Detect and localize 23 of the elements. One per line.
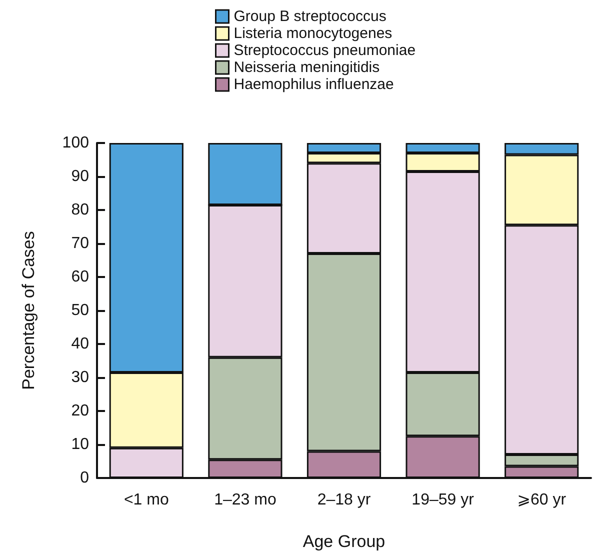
legend-label: Haemophilus influenzae [234, 76, 394, 93]
x-tick-label: 2–18 yr [317, 492, 372, 508]
legend-label: Streptococcus pneumoniae [234, 42, 416, 59]
x-tick-label: <1 mo [124, 492, 169, 508]
y-tick-label: 10 [71, 436, 90, 453]
y-tick-label: 60 [71, 268, 90, 286]
y-tick-label: 0 [80, 470, 90, 486]
y-tick-label: 90 [71, 168, 90, 185]
legend-label: Listeria monocytogenes [234, 25, 392, 42]
y-axis-title: Percentage of Cases [19, 231, 38, 390]
y-tick-label: 80 [71, 202, 90, 218]
legend-label: Group B streptococcus [234, 8, 386, 25]
x-tick-label: 1–23 mo [214, 492, 276, 508]
y-tick-label: 20 [71, 402, 90, 420]
x-tick-label: 19–59 yr [412, 492, 475, 508]
legend-label: Neisseria meningitidis [234, 59, 380, 76]
x-axis-title: Age Group [302, 532, 386, 551]
y-tick-label: 50 [71, 302, 90, 319]
y-tick-label: 40 [71, 336, 90, 352]
y-tick-label: 30 [71, 369, 90, 386]
y-tick-label: 70 [71, 235, 90, 252]
x-tick-label: ⩾60 yr [517, 492, 567, 508]
y-tick-label: 100 [62, 134, 90, 152]
